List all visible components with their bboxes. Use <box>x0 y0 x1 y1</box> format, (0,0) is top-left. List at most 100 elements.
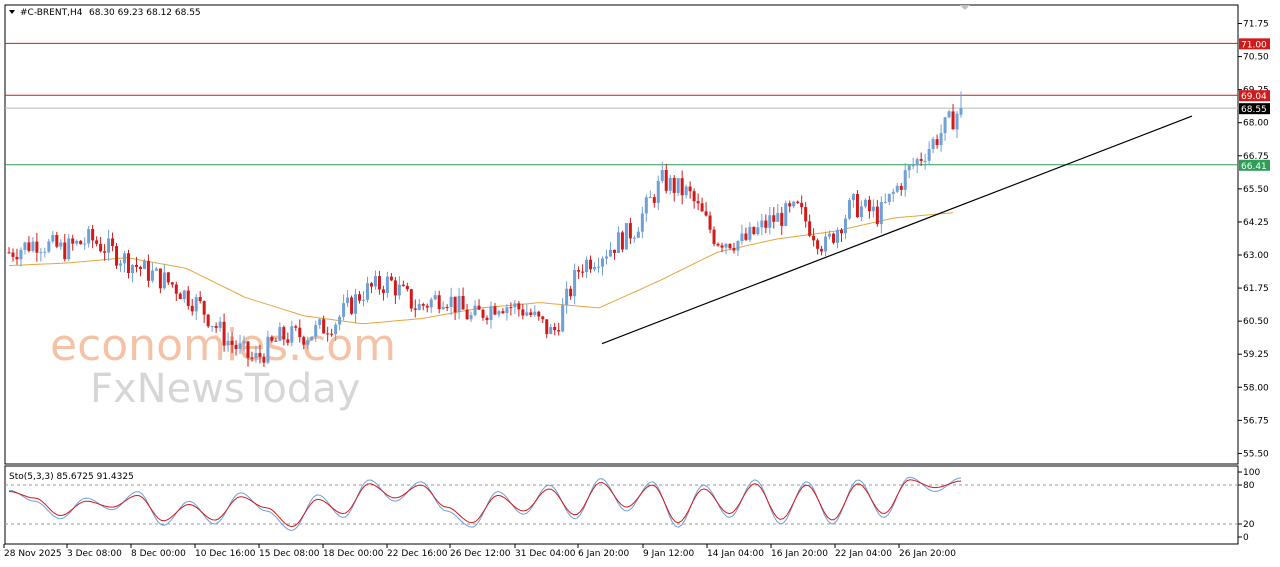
candle <box>951 104 955 130</box>
candle-body <box>943 117 947 134</box>
candle <box>138 265 142 277</box>
candle-body <box>27 242 31 251</box>
candle <box>234 340 238 356</box>
candle <box>736 240 740 257</box>
candle-body <box>585 259 589 273</box>
candle <box>577 266 581 279</box>
candle <box>497 309 501 318</box>
candle <box>907 164 911 179</box>
candle <box>154 266 158 272</box>
candle <box>895 183 899 194</box>
candle <box>190 298 194 316</box>
candle <box>230 331 234 354</box>
candle-body <box>111 238 115 247</box>
trend-line <box>601 115 1193 345</box>
candle-body <box>501 311 505 314</box>
candle-body <box>134 264 138 267</box>
candle <box>274 337 278 342</box>
candle-body <box>955 113 959 130</box>
candle-body <box>748 226 752 240</box>
candle <box>505 304 509 321</box>
candle <box>593 262 597 272</box>
candle <box>692 188 696 209</box>
candle-body <box>401 284 405 286</box>
candle <box>87 226 91 248</box>
candle <box>7 247 11 254</box>
candle-body <box>413 308 417 310</box>
candle <box>453 296 457 320</box>
candle <box>174 281 178 302</box>
candle-body <box>409 289 413 309</box>
candle <box>792 200 796 209</box>
candle-body <box>421 304 425 306</box>
x-tick-label: 18 Dec 00:00 <box>323 549 384 559</box>
candle <box>166 271 170 285</box>
candle <box>126 249 130 279</box>
candle <box>314 320 318 342</box>
candle-body <box>11 252 15 257</box>
collapse-triangle-icon[interactable] <box>9 10 15 14</box>
candle <box>863 198 867 209</box>
candle-body <box>700 203 704 212</box>
candle-body <box>784 203 788 226</box>
candle <box>242 335 246 351</box>
candle-body <box>740 233 744 241</box>
candle <box>959 91 963 118</box>
candle <box>421 302 425 311</box>
candle <box>947 109 951 119</box>
candle <box>130 264 134 283</box>
candle <box>350 295 354 315</box>
candle-body <box>716 243 720 246</box>
candle <box>748 222 752 243</box>
stochastic-title: Sto(5,3,3) 85.6725 91.4325 <box>9 472 134 482</box>
candle <box>441 301 445 310</box>
candle-body <box>290 326 294 343</box>
candle-body <box>190 305 194 312</box>
candle-body <box>119 263 123 266</box>
candle-body <box>744 233 748 240</box>
candle-body <box>186 290 190 306</box>
candle-body <box>644 197 648 214</box>
candle-body <box>549 327 553 335</box>
candle <box>278 322 282 342</box>
candle-body <box>202 301 206 315</box>
candle-body <box>43 251 47 253</box>
candle-body <box>517 303 521 310</box>
candle <box>812 228 816 247</box>
candle-body <box>174 284 178 294</box>
candle-body <box>704 211 708 216</box>
shift-marker-icon[interactable] <box>960 5 970 10</box>
candle-body <box>425 305 429 308</box>
candle <box>624 222 628 250</box>
candle-body <box>330 333 334 335</box>
candle <box>569 285 573 300</box>
candle-body <box>222 321 226 346</box>
candle-body <box>708 215 712 230</box>
y-tick-label: 68.00 <box>1243 119 1269 129</box>
candle <box>923 153 927 170</box>
candle-body <box>258 352 262 357</box>
candle <box>911 157 915 170</box>
candle <box>318 318 322 329</box>
candle-body <box>485 317 489 320</box>
candle-body <box>620 232 624 250</box>
price-tag <box>1239 90 1270 102</box>
y-tick-label: 71.75 <box>1243 20 1269 30</box>
candle-body <box>768 215 772 228</box>
candle <box>891 188 895 202</box>
candle-body <box>437 295 441 310</box>
candle-body <box>461 295 465 310</box>
candle <box>270 335 274 343</box>
candle-body <box>672 177 676 193</box>
candle-body <box>923 160 927 162</box>
candle-body <box>573 270 577 297</box>
stoch-y-tick-label: 0 <box>1243 533 1249 543</box>
candle-body <box>903 170 907 190</box>
candle-body <box>87 229 91 244</box>
price-tag <box>1239 159 1270 171</box>
x-tick-label: 10 Dec 16:00 <box>195 549 256 559</box>
candle-body <box>83 243 87 245</box>
candle <box>218 316 222 332</box>
candle-body <box>15 256 19 260</box>
candle <box>899 183 903 196</box>
